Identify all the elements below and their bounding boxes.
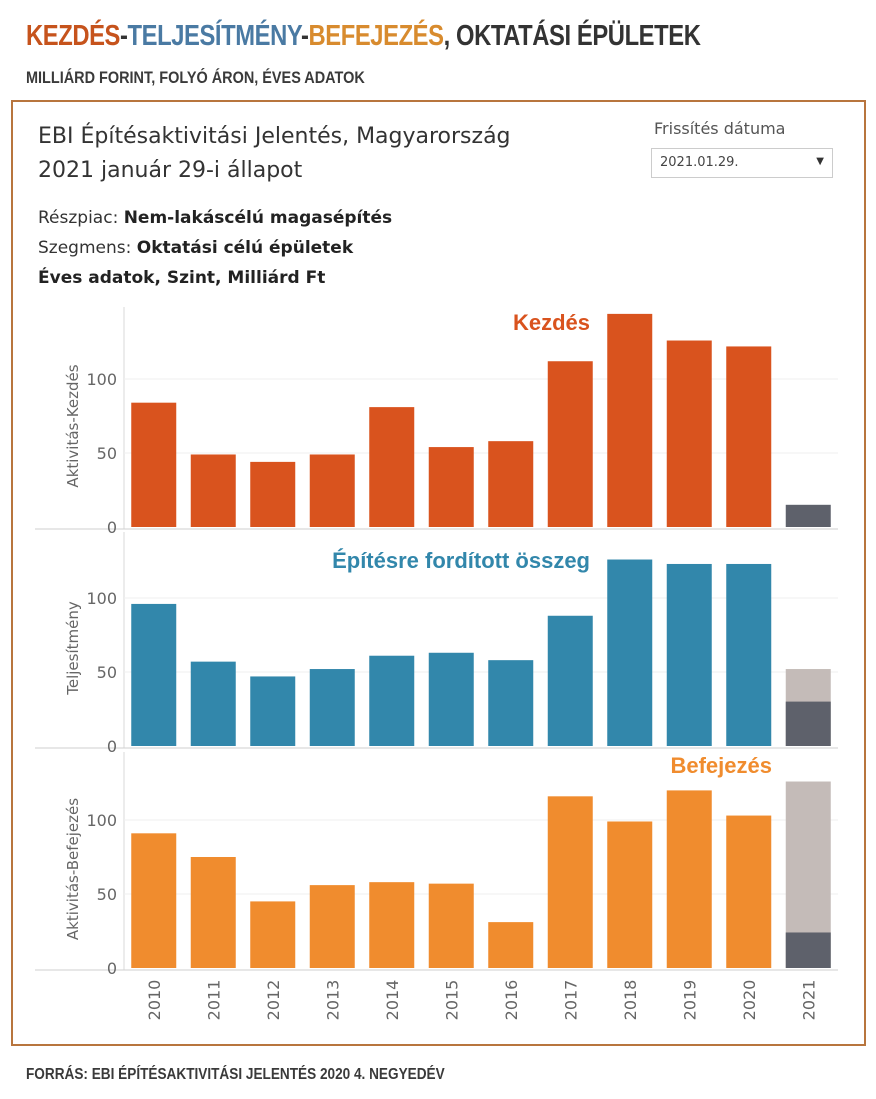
y-tick-label: 50 — [97, 885, 117, 904]
bar — [190, 857, 236, 968]
headline-part: BEFEJEZÉS — [308, 20, 444, 52]
y-tick-label: 0 — [107, 737, 117, 756]
headline: KEZDÉS-TELJESÍTMÉNY-BEFEJEZÉS, OKTATÁSI … — [26, 20, 701, 53]
filter-label: Frissítés dátuma — [654, 119, 786, 138]
panel-title: Befejezés — [670, 753, 772, 778]
bar — [785, 932, 831, 968]
panel-title: Építésre fordított összeg — [332, 548, 590, 573]
x-tick-label: 2015 — [442, 980, 461, 1021]
bar — [369, 655, 415, 746]
units-line: Éves adatok, Szint, Milliárd Ft — [38, 268, 325, 288]
x-tick-label: 2018 — [621, 980, 640, 1021]
bar — [547, 796, 593, 968]
bar — [309, 454, 355, 527]
bar — [785, 701, 831, 746]
bar — [488, 922, 534, 968]
bar — [726, 346, 772, 527]
update-date-dropdown[interactable]: 2021.01.29. ▼ — [651, 148, 833, 178]
x-tick-label: 2010 — [145, 980, 164, 1021]
bar — [428, 447, 474, 527]
segment-value: Oktatási célú épületek — [136, 238, 354, 258]
headline-part: - — [120, 20, 128, 52]
bar — [428, 652, 474, 746]
x-tick-label: 2019 — [680, 980, 699, 1021]
bar — [428, 883, 474, 968]
dashboard-title-line1: EBI Építésaktivitási Jelentés, Magyarors… — [38, 124, 511, 149]
y-tick-label: 50 — [97, 663, 117, 682]
x-tick-label: 2013 — [323, 980, 342, 1021]
headline-part: KEZDÉS — [26, 20, 121, 52]
headline-part: TELJESÍTMÉNY — [127, 20, 302, 52]
bar — [488, 660, 534, 746]
y-tick-label: 100 — [86, 589, 117, 608]
headline-part: , OKTATÁSI ÉPÜLETEK — [443, 20, 701, 52]
dashboard-title-line2: 2021 január 29-i állapot — [38, 158, 303, 183]
bar — [666, 340, 712, 527]
bar — [666, 790, 712, 968]
dashboard-title: EBI Építésaktivitási Jelentés, Magyarors… — [38, 120, 511, 188]
bar — [309, 669, 355, 746]
bar — [369, 882, 415, 968]
x-tick-label: 2021 — [799, 980, 818, 1021]
bar — [131, 603, 177, 746]
units-text: Éves adatok, Szint, Milliárd Ft — [38, 268, 326, 288]
dashboard-frame — [11, 100, 866, 1046]
bar — [190, 661, 236, 746]
x-tick-label: 2014 — [383, 980, 402, 1021]
bar — [250, 461, 296, 527]
bar — [131, 402, 177, 527]
y-tick-label: 0 — [107, 959, 117, 978]
bar — [666, 563, 712, 746]
segment-line: Szegmens: Oktatási célú épületek — [38, 238, 353, 258]
market-label: Részpiac: — [38, 208, 124, 228]
x-tick-label: 2016 — [502, 980, 521, 1021]
subheadline: MILLIÁRD FORINT, FOLYÓ ÁRON, ÉVES ADATOK — [26, 68, 365, 87]
y-tick-label: 0 — [107, 518, 117, 537]
market-value: Nem-lakáscélú magasépítés — [123, 208, 393, 228]
bar — [607, 559, 653, 746]
bar — [607, 313, 653, 527]
bar — [726, 563, 772, 746]
source-footer: FORRÁS: EBI ÉPÍTÉSAKTIVITÁSI JELENTÉS 20… — [26, 1066, 445, 1083]
x-tick-label: 2012 — [264, 980, 283, 1021]
segment-label: Szegmens: — [38, 238, 137, 258]
bar — [547, 361, 593, 527]
bar — [309, 885, 355, 968]
bar — [131, 833, 177, 968]
bar — [369, 407, 415, 527]
y-axis-label: Teljesítmény — [64, 601, 82, 696]
bar — [250, 901, 296, 968]
x-tick-label: 2017 — [561, 980, 580, 1021]
bar — [190, 454, 236, 527]
market-line: Részpiac: Nem-lakáscélú magasépítés — [38, 208, 392, 228]
panel-title: Kezdés — [513, 310, 590, 335]
bar — [607, 821, 653, 968]
x-tick-label: 2011 — [204, 980, 223, 1021]
bar — [250, 676, 296, 746]
bar — [547, 615, 593, 746]
bar — [726, 815, 772, 968]
y-axis-label: Aktivitás-Befejezés — [64, 798, 82, 940]
bar — [488, 441, 534, 527]
y-tick-label: 50 — [97, 444, 117, 463]
y-axis-label: Aktivitás-Kezdés — [64, 364, 82, 487]
x-tick-label: 2020 — [740, 980, 759, 1021]
y-tick-label: 100 — [86, 370, 117, 389]
filter-selected-value: 2021.01.29. — [660, 155, 739, 170]
headline-part: - — [300, 20, 309, 52]
y-tick-label: 100 — [86, 811, 117, 830]
chevron-down-icon[interactable]: ▼ — [816, 156, 824, 167]
bar — [785, 504, 831, 527]
